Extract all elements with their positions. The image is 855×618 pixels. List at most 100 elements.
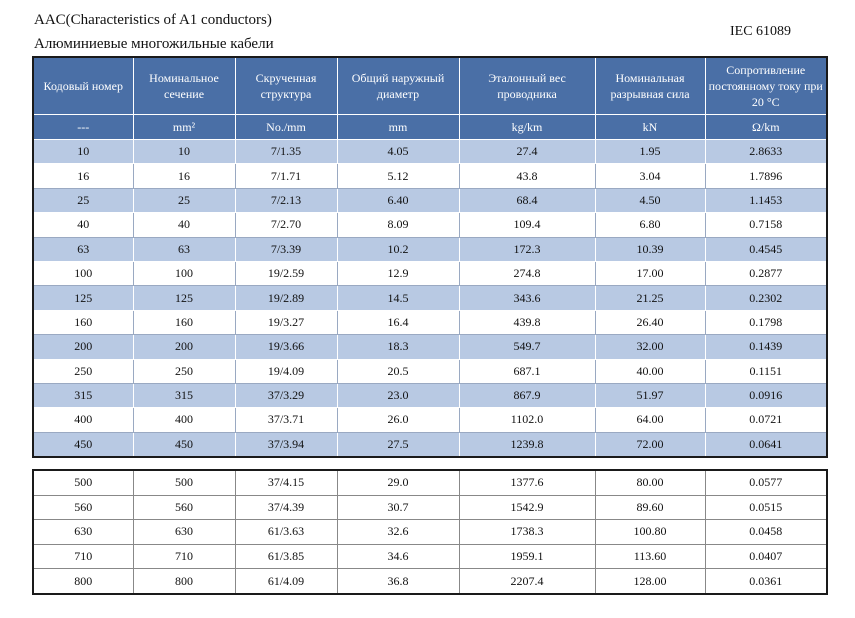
table-cell: 7/2.13	[234, 187, 338, 214]
table-cell: 172.3	[458, 236, 596, 262]
document-subtitle: Алюминиевые многожильные кабели	[34, 36, 274, 52]
header-row: Кодовый номер Номинальное сечение Скрученн…	[32, 56, 828, 115]
table-cell: 21.25	[594, 285, 706, 311]
table-row: 40 40 7/2.70 8.09 109.4 6.80 0.7158	[32, 212, 828, 238]
table-cell: 4.50	[594, 187, 706, 214]
table-row: 100 100 19/2.59 12.9 274.8 17.00 0.2877	[32, 260, 828, 287]
table-cell: 710	[132, 543, 236, 570]
table-cell: 100	[32, 260, 134, 287]
table-cell: 16	[132, 163, 236, 189]
column-unit: kg/km	[458, 114, 596, 140]
table-cell: 7/3.39	[234, 236, 338, 262]
table-cell: 1.7896	[704, 163, 828, 189]
table-cell: 4.05	[336, 138, 460, 165]
table-cell: 10	[132, 138, 236, 165]
table-cell: 16.4	[336, 309, 460, 336]
conductor-table: Кодовый номер Номинальное сечение Скрученн…	[32, 56, 828, 459]
table-cell: 63	[132, 236, 236, 262]
table-cell: 40	[32, 212, 134, 238]
table-cell: 630	[32, 519, 134, 545]
table-cell: 0.2877	[704, 260, 828, 287]
table-cell: 2207.4	[458, 568, 596, 595]
table-cell: 113.60	[594, 543, 706, 570]
table-cell: 25	[32, 187, 134, 214]
table-cell: 109.4	[458, 212, 596, 238]
table-cell: 250	[132, 358, 236, 384]
table-row: 160 160 19/3.27 16.4 439.8 26.40 0.1798	[32, 309, 828, 336]
column-unit: ---	[32, 114, 134, 140]
column-unit: Ω/km	[704, 114, 828, 140]
table-cell: 10	[32, 138, 134, 165]
table-cell: 51.97	[594, 382, 706, 409]
column-header: Номинальная разрывная сила	[594, 56, 706, 115]
table-cell: 315	[32, 382, 134, 409]
table-cell: 200	[32, 334, 134, 360]
table-cell: 0.0721	[704, 407, 828, 433]
table-cell: 19/2.89	[234, 285, 338, 311]
column-header: Эталонный вес проводника	[458, 56, 596, 115]
table-row: 10 10 7/1.35 4.05 27.4 1.95 2.8633	[32, 138, 828, 165]
table-cell: 68.4	[458, 187, 596, 214]
table-cell: 160	[132, 309, 236, 336]
table-cell: 0.7158	[704, 212, 828, 238]
table-cell: 1542.9	[458, 494, 596, 521]
table-cell: 61/3.63	[234, 519, 338, 545]
table-cell: 1.95	[594, 138, 706, 165]
table-cell: 400	[32, 407, 134, 433]
table-cell: 37/4.39	[234, 494, 338, 521]
table-cell: 89.60	[594, 494, 706, 521]
table-cell: 29.0	[336, 469, 460, 496]
table-cell: 8.09	[336, 212, 460, 238]
table-cell: 0.0577	[704, 469, 828, 496]
table-cell: 19/3.27	[234, 309, 338, 336]
table-cell: 125	[132, 285, 236, 311]
table-cell: 343.6	[458, 285, 596, 311]
table-row: 560 560 37/4.39 30.7 1542.9 89.60 0.0515	[32, 494, 828, 521]
table-cell: 37/3.29	[234, 382, 338, 409]
table-cell: 0.0641	[704, 431, 828, 458]
column-header: Кодовый номер	[32, 56, 134, 115]
table-cell: 23.0	[336, 382, 460, 409]
column-header: Сопротивление постоянному току при 20 °C	[704, 56, 828, 115]
table-cell: 6.40	[336, 187, 460, 214]
table-row: 125 125 19/2.89 14.5 343.6 21.25 0.2302	[32, 285, 828, 311]
table-cell: 439.8	[458, 309, 596, 336]
table-cell: 450	[132, 431, 236, 458]
table-cell: 100	[132, 260, 236, 287]
units-row: --- mm² No./mm mm kg/km kN Ω/km	[32, 114, 828, 140]
table-cell: 125	[32, 285, 134, 311]
column-unit: mm	[336, 114, 460, 140]
table-cell: 1239.8	[458, 431, 596, 458]
table-cell: 1959.1	[458, 543, 596, 570]
table-cell: 30.7	[336, 494, 460, 521]
table-cell: 0.0458	[704, 519, 828, 545]
table-row: 630 630 61/3.63 32.6 1738.3 100.80 0.0458	[32, 519, 828, 545]
table-cell: 500	[132, 469, 236, 496]
table-cell: 36.8	[336, 568, 460, 595]
table-cell: 40	[132, 212, 236, 238]
column-header: Скрученная структура	[234, 56, 338, 115]
table-cell: 7/2.70	[234, 212, 338, 238]
table-cell: 34.6	[336, 543, 460, 570]
table-cell: 100.80	[594, 519, 706, 545]
table-cell: 26.0	[336, 407, 460, 433]
table-row: 25 25 7/2.13 6.40 68.4 4.50 1.1453	[32, 187, 828, 214]
table-cell: 710	[32, 543, 134, 570]
conductor-table-continued: 500 500 37/4.15 29.0 1377.6 80.00 0.0577 560 560…	[32, 469, 828, 595]
table-cell: 160	[32, 309, 134, 336]
table-cell: 250	[32, 358, 134, 384]
table-cell: 0.0515	[704, 494, 828, 521]
table-cell: 0.2302	[704, 285, 828, 311]
column-header: Номинальное сечение	[132, 56, 236, 115]
table-cell: 400	[132, 407, 236, 433]
table-cell: 630	[132, 519, 236, 545]
table-cell: 800	[132, 568, 236, 595]
column-unit: mm²	[132, 114, 236, 140]
table-cell: 72.00	[594, 431, 706, 458]
standard-label: IEC 61089	[730, 24, 792, 39]
table-cell: 19/4.09	[234, 358, 338, 384]
table-cell: 10.39	[594, 236, 706, 262]
table-cell: 16	[32, 163, 134, 189]
table-cell: 43.8	[458, 163, 596, 189]
table-cell: 19/2.59	[234, 260, 338, 287]
